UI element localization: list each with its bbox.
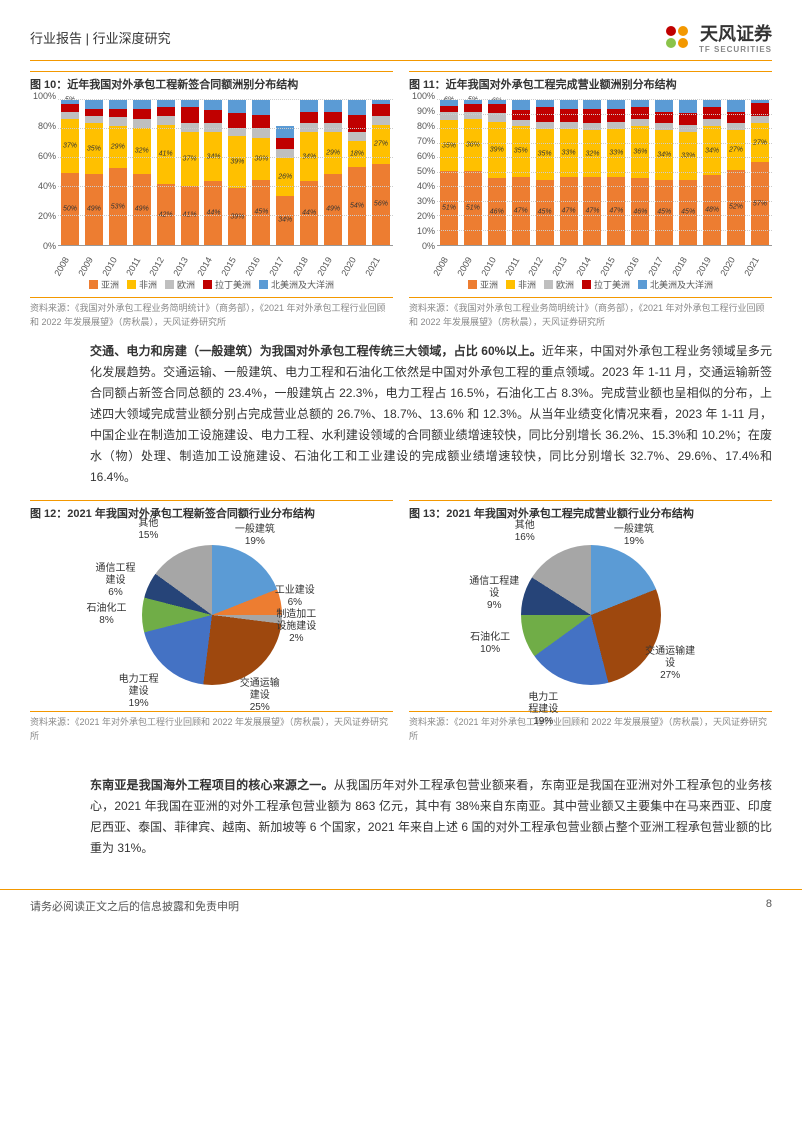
fig10-title: 图 10：近年我国对外承包工程新签合同额洲别分布结构	[30, 71, 393, 92]
logo-name: 天风证券	[700, 24, 772, 44]
page-footer: 请务必阅读正文之后的信息披露和免责申明 8	[0, 889, 802, 922]
fig13-source: 资料来源：《2021 年对外承包工程行业回顾和 2022 年发展展望》（房秋晨）…	[409, 711, 772, 743]
para1-lead: 交通、电力和房建（一般建筑）为我国对外承包工程传统三大领域，占比 60%以上。	[90, 344, 542, 358]
logo-subtitle: TF SECURITIES	[699, 46, 772, 54]
logo: 天风证券 TF SECURITIES	[663, 20, 772, 54]
fig13-chart: 一般建筑19%交通运输建设27%电力工程建设19%石油化工10%通信工程建设9%…	[409, 525, 772, 705]
fig10-chart: 0%20%40%60%80%100% 50%37%5%49%35%5%53%29…	[30, 96, 393, 276]
logo-icon	[663, 23, 691, 51]
fig11-title: 图 11：近年我国对外承包工程完成营业额洲别分布结构	[409, 71, 772, 92]
fig11-chart: 0%10%20%30%40%50%60%70%80%90%100% 51%35%…	[409, 96, 772, 276]
fig10-source: 资料来源：《我国对外承包工程业务简明统计》（商务部），《2021 年对外承包工程…	[30, 297, 393, 329]
fig11-source: 资料来源：《我国对外承包工程业务简明统计》（商务部），《2021 年对外承包工程…	[409, 297, 772, 329]
footer-disclaimer: 请务必阅读正文之后的信息披露和免责申明	[30, 898, 239, 914]
fig12-chart: 一般建筑19%工业建设6%制造加工设施建设2%交通运输建设25%电力工程建设19…	[30, 525, 393, 705]
fig12-title: 图 12：2021 年我国对外承包工程新签合同额行业分布结构	[30, 500, 393, 521]
para2-lead: 东南亚是我国海外工程项目的核心来源之一。	[90, 778, 334, 792]
fig13-title: 图 13：2021 年我国对外承包工程完成营业额行业分布结构	[409, 500, 772, 521]
fig12-source: 资料来源：《2021 年对外承包工程行业回顾和 2022 年发展展望》（房秋晨）…	[30, 711, 393, 743]
header-category: 行业报告 | 行业深度研究	[30, 28, 171, 47]
page-number: 8	[766, 898, 772, 914]
para1-body: 近年来，中国对外承包工程业务领域呈多元化发展趋势。交通运输、一般建筑、电力工程和…	[90, 344, 772, 484]
paragraph-1: 交通、电力和房建（一般建筑）为我国对外承包工程传统三大领域，占比 60%以上。近…	[90, 341, 772, 488]
paragraph-2: 东南亚是我国海外工程项目的核心来源之一。从我国历年对外工程承包营业额来看，东南亚…	[90, 775, 772, 859]
page-header: 行业报告 | 行业深度研究 天风证券 TF SECURITIES	[30, 20, 772, 61]
